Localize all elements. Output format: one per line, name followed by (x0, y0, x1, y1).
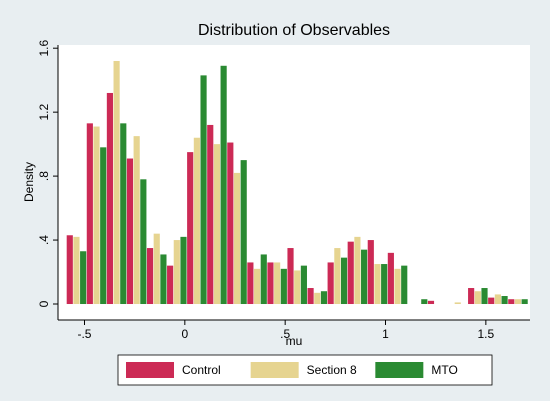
bar (340, 257, 348, 305)
y-tick-label: .8 (37, 171, 51, 181)
bar (66, 235, 73, 305)
bar (193, 137, 200, 305)
bar (200, 75, 207, 305)
x-tick-label: 1.5 (478, 327, 495, 341)
x-tick-label: .5 (280, 327, 290, 341)
bar (100, 147, 107, 305)
bar (213, 144, 221, 305)
bar (146, 248, 154, 305)
chart-title: Distribution of Observables (198, 22, 390, 39)
bar (454, 302, 461, 305)
bar (274, 262, 281, 305)
bar (180, 236, 187, 305)
y-tick-label: 1.6 (37, 40, 51, 57)
bar (86, 123, 93, 305)
bar (394, 268, 401, 305)
legend-swatch (375, 362, 424, 378)
bar (187, 152, 194, 305)
bar (381, 264, 388, 305)
y-tick-label: .4 (37, 235, 51, 245)
bar (106, 92, 113, 305)
bar (227, 142, 234, 305)
bar (307, 288, 314, 305)
bar (387, 252, 394, 305)
bar (80, 251, 87, 305)
bar (220, 65, 227, 305)
bar (334, 248, 341, 305)
bar (253, 268, 261, 305)
bar (374, 264, 381, 305)
bar (153, 233, 160, 305)
bar (521, 299, 528, 305)
bar (207, 124, 214, 305)
legend-label: MTO (431, 363, 457, 377)
bar (421, 299, 428, 305)
bar (160, 254, 167, 305)
y-axis-label: Density (22, 162, 36, 202)
x-tick-label: 0 (181, 327, 188, 341)
bar (167, 265, 174, 305)
bar (73, 236, 80, 305)
bar (401, 265, 408, 305)
y-tick-label: 0 (37, 300, 51, 307)
legend-box (117, 354, 493, 386)
bar (233, 172, 241, 305)
bar (294, 270, 301, 305)
bar (93, 126, 100, 305)
bar (501, 296, 508, 305)
bar (260, 254, 267, 305)
bar (468, 288, 475, 305)
bar (494, 294, 501, 305)
bar (280, 268, 287, 305)
bar (514, 299, 522, 305)
x-tick-label: -.5 (77, 327, 91, 341)
legend-swatch (126, 362, 174, 378)
bar (247, 262, 254, 305)
x-tick-label: 1 (382, 327, 389, 341)
bar (300, 265, 307, 305)
bar (367, 240, 374, 305)
bar (120, 123, 127, 305)
y-tick-label: 1.2 (37, 103, 51, 120)
bar (481, 288, 488, 305)
bar (354, 236, 361, 305)
bar (240, 160, 247, 305)
bar (320, 291, 328, 305)
bar (126, 158, 134, 305)
bar (474, 291, 481, 305)
legend-swatch (250, 362, 299, 378)
bar (347, 241, 354, 305)
x-axis-label: mu (286, 334, 303, 348)
bar (361, 249, 368, 305)
bar (488, 297, 495, 305)
bar (140, 179, 147, 305)
bar (113, 60, 120, 305)
bar (327, 262, 334, 305)
bar (133, 136, 140, 305)
bar (508, 299, 515, 305)
bar (173, 240, 180, 305)
bar (267, 262, 274, 305)
bar (314, 292, 321, 305)
legend-label: Control (182, 363, 221, 377)
bar (427, 300, 435, 305)
bar (287, 248, 294, 305)
legend-label: Section 8 (307, 363, 357, 377)
